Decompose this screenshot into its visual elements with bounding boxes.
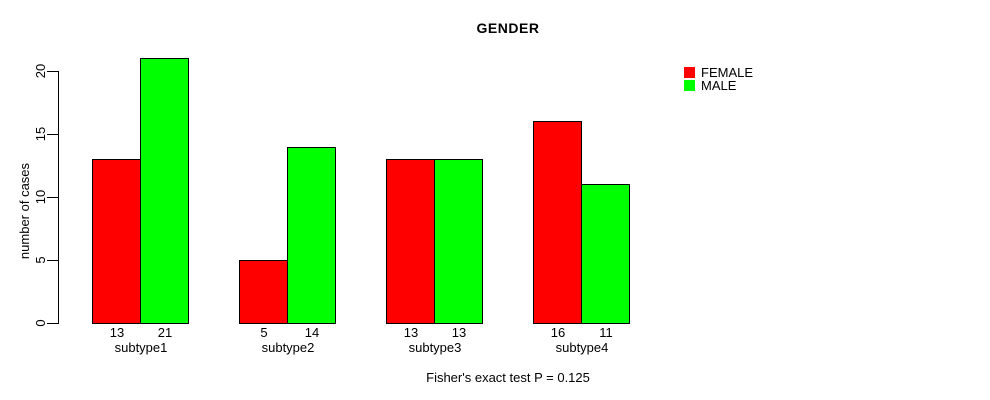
y-tick-label: 10 (33, 189, 48, 205)
bar-value-label: 21 (157, 325, 173, 340)
category-label-subtype1: subtype1 (114, 340, 168, 355)
y-tick-label: 0 (33, 319, 48, 327)
bar-value-label: 14 (304, 325, 320, 340)
y-tick-mark (47, 197, 58, 198)
legend-label-male: MALE (701, 78, 737, 93)
bar-subtype4-female (533, 121, 582, 324)
female-color-swatch (684, 67, 695, 78)
legend-item-female: FEMALE (684, 66, 753, 79)
bar-subtype2-female (239, 260, 288, 324)
category-label-subtype4: subtype4 (555, 340, 609, 355)
category-label-subtype2: subtype2 (261, 340, 315, 355)
legend-label-female: FEMALE (701, 65, 754, 80)
bar-subtype3-female (386, 159, 435, 324)
y-tick-label: 20 (33, 63, 48, 79)
bar-value-label: 13 (109, 325, 125, 340)
footnote: Fisher's exact test P = 0.125 (426, 370, 590, 385)
y-axis-label: number of cases (17, 162, 32, 260)
y-tick-label: 5 (33, 256, 48, 264)
y-tick-label: 15 (33, 126, 48, 142)
legend-item-male: MALE (684, 79, 753, 92)
male-color-swatch (684, 80, 695, 91)
y-tick-mark (47, 71, 58, 72)
bar-subtype3-male (434, 159, 483, 324)
bar-subtype1-female (92, 159, 141, 324)
chart-title: GENDER (476, 20, 540, 36)
category-label-subtype3: subtype3 (408, 340, 462, 355)
y-tick-mark (47, 323, 58, 324)
legend: FEMALE MALE (684, 66, 753, 92)
bar-value-label: 5 (260, 325, 268, 340)
bar-subtype4-male (581, 184, 630, 324)
bar-subtype2-male (287, 147, 336, 324)
bar-subtype1-male (140, 58, 189, 324)
y-tick-mark (47, 260, 58, 261)
bar-value-label: 13 (403, 325, 419, 340)
bar-value-label: 13 (451, 325, 467, 340)
bar-value-label: 11 (599, 325, 613, 340)
y-tick-mark (47, 134, 58, 135)
bar-value-label: 16 (550, 325, 566, 340)
y-axis-line (58, 71, 59, 324)
